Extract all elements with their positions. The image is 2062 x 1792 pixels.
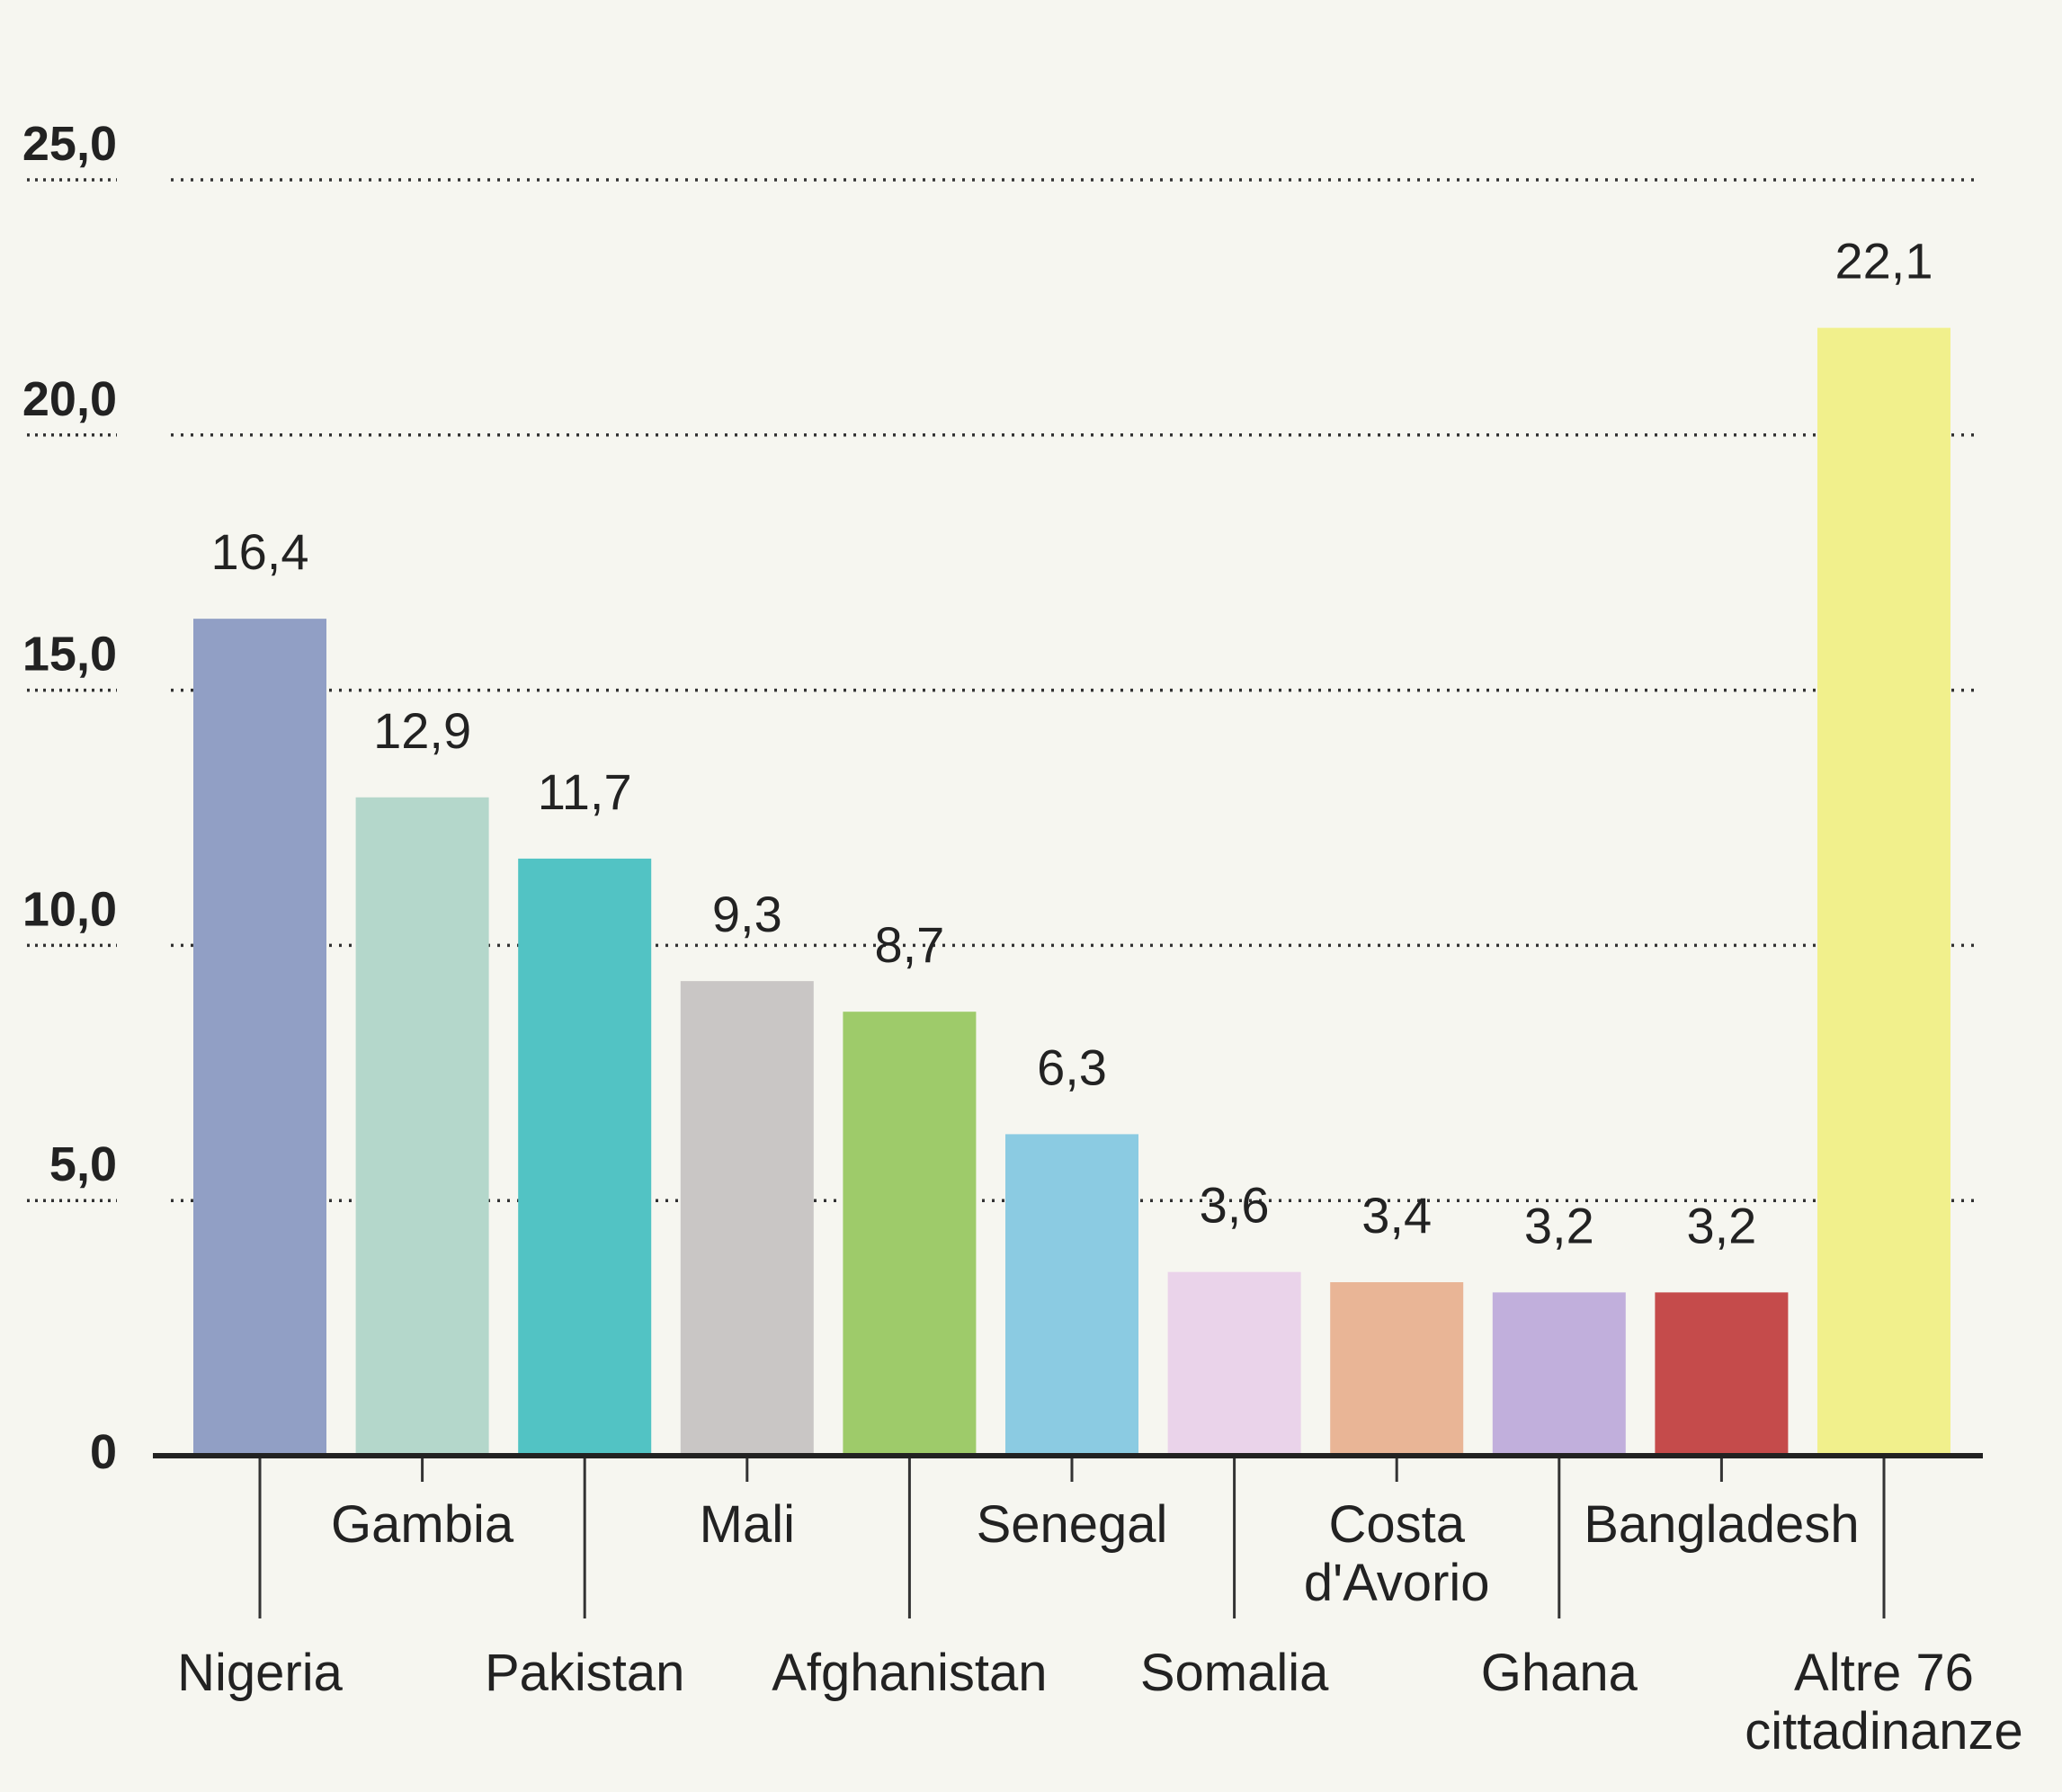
bar [518,858,652,1456]
bar [1817,327,1950,1456]
value-label: 3,2 [1524,1197,1594,1253]
bar [843,1012,977,1456]
bar [355,797,489,1456]
value-label: 3,4 [1361,1187,1432,1244]
ytick-label: 10,0 [22,882,117,936]
category-label: Pakistan [485,1644,684,1702]
value-label: 11,7 [538,763,632,820]
category-label: Nigeria [177,1644,343,1702]
bar [1330,1282,1464,1456]
bar [1167,1271,1301,1456]
category-label: Bangladesh [1584,1495,1859,1554]
category-label: Mali [700,1495,795,1554]
value-label: 8,7 [874,916,944,973]
ytick-label: 25,0 [22,117,117,171]
category-label: Afghanistan [772,1644,1047,1702]
category-label: Gambia [331,1495,514,1554]
bar [680,981,814,1456]
category-label: Ghana [1481,1644,1638,1702]
category-label: d'Avorio [1304,1554,1490,1612]
ytick-label: 15,0 [22,628,117,682]
ytick-label: 0 [90,1425,117,1479]
category-label: Somalia [1140,1644,1329,1702]
ytick-label: 20,0 [22,372,117,426]
bar [193,619,326,1456]
category-label: Senegal [977,1495,1168,1554]
value-label: 12,9 [373,702,471,759]
bar [1655,1292,1789,1456]
value-label: 3,6 [1200,1177,1270,1234]
category-label: Costa [1328,1495,1465,1554]
value-label: 22,1 [1835,233,1933,290]
category-label: Altre 76 [1794,1644,1974,1702]
value-label: 3,2 [1686,1197,1756,1253]
bar [1492,1292,1626,1456]
bar [1005,1134,1138,1456]
value-label: 9,3 [712,886,782,942]
category-label: cittadinanze [1745,1702,2023,1761]
value-label: 6,3 [1037,1039,1107,1095]
ytick-label: 5,0 [49,1137,117,1191]
value-label: 16,4 [211,523,309,580]
